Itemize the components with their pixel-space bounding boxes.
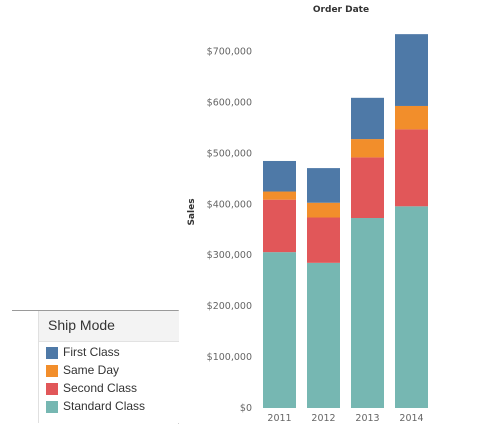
x-axis: 2011 2012 2013 2014 [267, 413, 423, 424]
bar-segment-same-day-2011[interactable] [263, 191, 296, 200]
legend-label: Standard Class [63, 399, 146, 413]
y-tick-label: $300,000 [207, 250, 252, 261]
y-tick-label: $700,000 [207, 46, 252, 57]
legend-label: Same Day [63, 363, 120, 377]
bar-segment-second-class-2012[interactable] [307, 217, 340, 263]
bar-segment-same-day-2013[interactable] [351, 139, 384, 158]
bar-segment-standard-class-2013[interactable] [351, 218, 384, 408]
legend-swatch [46, 401, 58, 413]
legend-panel: Ship Mode First Class Same Day Second Cl… [38, 311, 179, 423]
legend-title: Ship Mode [48, 317, 115, 333]
x-tick-label: 2013 [355, 413, 379, 424]
bar-segment-first-class-2013[interactable] [351, 97, 384, 140]
y-tick-label: $100,000 [207, 352, 252, 363]
legend-header: Ship Mode [39, 311, 179, 342]
bar-segment-standard-class-2011[interactable] [263, 252, 296, 408]
bars [263, 34, 428, 408]
y-tick-label: $400,000 [207, 199, 252, 210]
bar-segment-second-class-2013[interactable] [351, 157, 384, 219]
legend-swatch [46, 365, 58, 377]
legend-label: Second Class [63, 381, 138, 395]
bar-segment-second-class-2014[interactable] [395, 129, 428, 207]
y-axis: $0 $100,000 $200,000 $300,000 $400,000 $500,0… [207, 46, 252, 414]
legend-item-second-class[interactable]: Second Class [46, 381, 176, 397]
bar-segment-second-class-2011[interactable] [263, 199, 296, 253]
y-axis-title: Sales [187, 198, 197, 225]
legend-item-same-day[interactable]: Same Day [46, 363, 176, 379]
bar-segment-first-class-2012[interactable] [307, 168, 340, 203]
y-tick-label: $200,000 [207, 301, 252, 312]
legend-swatch [46, 383, 58, 395]
bar-segment-first-class-2011[interactable] [263, 160, 296, 192]
y-tick-label: $500,000 [207, 148, 252, 159]
bar-segment-same-day-2014[interactable] [395, 105, 428, 130]
y-tick-label: $0 [240, 403, 252, 414]
x-tick-label: 2014 [399, 413, 423, 424]
bar-segment-standard-class-2014[interactable] [395, 206, 428, 408]
bar-segment-standard-class-2012[interactable] [307, 262, 340, 408]
legend-item-first-class[interactable]: First Class [46, 345, 176, 361]
chart-title: Order Date [313, 5, 369, 15]
x-tick-label: 2012 [311, 413, 335, 424]
legend-item-standard-class[interactable]: Standard Class [46, 399, 176, 415]
y-tick-label: $600,000 [207, 97, 252, 108]
bar-segment-first-class-2014[interactable] [395, 34, 428, 106]
legend-label: First Class [63, 345, 120, 359]
legend-swatch [46, 347, 58, 359]
legend: Ship Mode First Class Same Day Second Cl… [12, 310, 179, 424]
x-tick-label: 2011 [267, 413, 291, 424]
bar-segment-same-day-2012[interactable] [307, 202, 340, 218]
